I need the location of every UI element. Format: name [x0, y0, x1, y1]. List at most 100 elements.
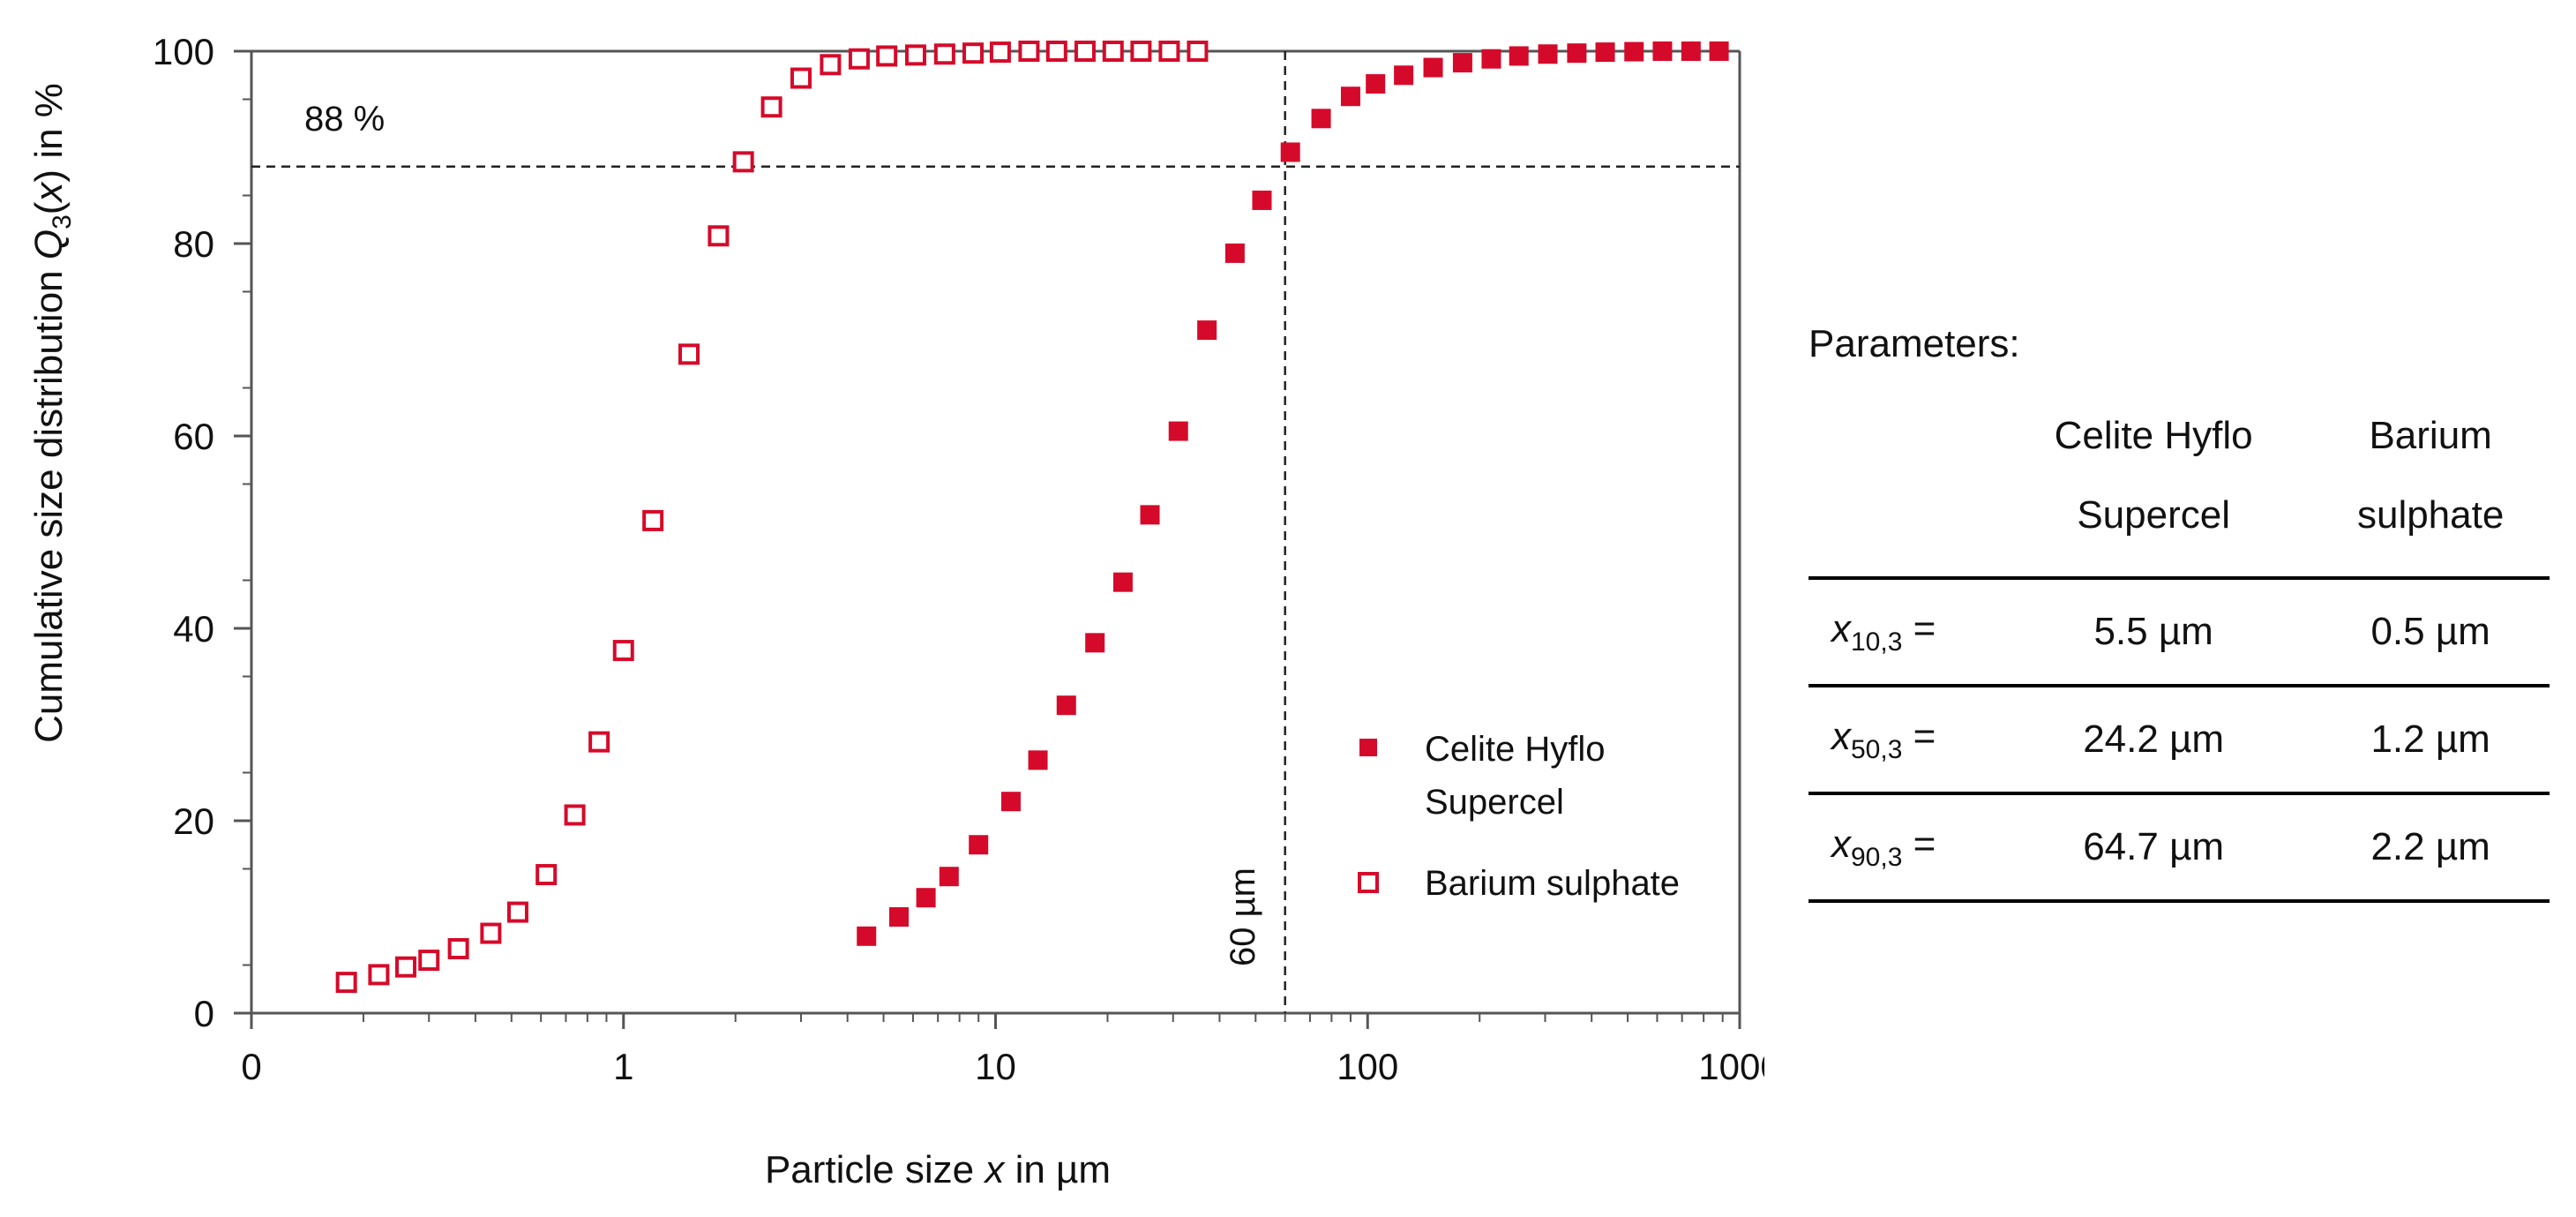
y-tick-label: 100 [153, 31, 214, 72]
series-barium [335, 41, 1209, 994]
data-point [732, 151, 754, 173]
data-point [708, 225, 730, 247]
series-celite [857, 41, 1729, 946]
data-point [1624, 41, 1644, 62]
parameters-header-row: Celite Hyflo Supercel Barium sulphate [1808, 375, 2550, 578]
data-point [335, 972, 357, 994]
data-marks [335, 41, 1729, 994]
x-tick-label: 10 [975, 1046, 1016, 1087]
label-60-um: 60 µm [1224, 868, 1262, 966]
data-point [1028, 750, 1048, 770]
data-point [1130, 41, 1152, 62]
legend-label-celite-line1: Celite Hyflo [1425, 730, 1606, 769]
data-point [447, 937, 469, 959]
data-point [1481, 49, 1501, 69]
reference-lines [251, 51, 1740, 1013]
data-point [1102, 41, 1124, 62]
parameters-title: Parameters: [1808, 322, 2020, 365]
data-point [1595, 42, 1615, 63]
data-point [1452, 53, 1472, 73]
data-point [1340, 86, 1360, 107]
parameter-value-celite: 5.5 µm [2093, 610, 2213, 653]
data-point [1252, 190, 1272, 210]
header-celite: Celite Hyflo Supercel [2054, 414, 2253, 537]
parameter-label: x50,3 = [1831, 714, 1936, 764]
data-point [1538, 44, 1558, 64]
data-point [876, 45, 898, 67]
x-tick-label: 100 [1337, 1046, 1398, 1087]
data-point [1085, 633, 1105, 653]
data-point [1056, 695, 1076, 716]
y-axis-title: Cumulative size distribution Q3(x) in % [27, 83, 77, 743]
y-tick-label: 40 [173, 608, 214, 650]
y-tick-label: 0 [194, 993, 214, 1034]
data-point [368, 964, 390, 986]
data-point [1168, 421, 1188, 441]
y-tick-label: 60 [173, 416, 214, 457]
data-point [1681, 41, 1701, 61]
legend: Celite Hyflo Supercel Barium sulphate [1358, 730, 1680, 903]
parameter-value-celite: 64.7 µm [2083, 825, 2225, 868]
parameter-label: x90,3 = [1831, 822, 1936, 872]
data-point [1709, 41, 1729, 61]
data-point [1423, 57, 1443, 78]
data-point [1311, 109, 1331, 129]
data-point [1018, 41, 1040, 62]
data-point [588, 731, 610, 753]
header-empty [1808, 375, 1996, 578]
data-point [1280, 142, 1300, 162]
data-point [1652, 41, 1673, 61]
data-point [848, 48, 870, 70]
data-point [1000, 792, 1021, 812]
data-point [678, 343, 700, 365]
label-88-percent: 88 % [304, 100, 385, 139]
data-point [820, 54, 842, 76]
parameter-label: x10,3 = [1831, 606, 1936, 657]
x-tick-label: 0 [241, 1046, 261, 1087]
parameter-row: x90,3 = 64.7 µm 2.2 µm [1808, 793, 2550, 901]
data-point [1224, 243, 1245, 263]
data-point [1140, 505, 1160, 525]
parameter-value-celite: 24.2 µm [2083, 717, 2225, 761]
data-point [1045, 41, 1067, 62]
data-point [564, 804, 586, 826]
data-point [857, 926, 877, 946]
data-point [904, 44, 926, 66]
data-point [480, 922, 502, 944]
data-point [939, 867, 959, 887]
parameter-value-barium: 0.5 µm [2370, 610, 2490, 653]
parameter-row: x50,3 = 24.2 µm 1.2 µm [1808, 686, 2550, 793]
data-point [790, 67, 812, 89]
data-point [760, 96, 783, 118]
parameter-value-barium: 2.2 µm [2370, 825, 2490, 868]
data-point [969, 835, 989, 855]
data-point [1366, 74, 1386, 94]
data-point [395, 956, 417, 978]
data-point [888, 907, 909, 927]
data-point [1187, 41, 1209, 62]
data-point [1394, 65, 1414, 86]
parameters-table: Celite Hyflo Supercel Barium sulphate x1… [1808, 375, 2550, 903]
data-point [1567, 43, 1587, 64]
x-axis-title: Particle size x in µm [765, 1148, 1111, 1191]
data-point [933, 43, 955, 65]
legend-label-celite-line2: Supercel [1425, 783, 1564, 822]
x-tick-label: 1 [613, 1046, 633, 1087]
legend-marker-barium [1358, 872, 1379, 893]
data-point [1197, 320, 1217, 341]
psd-chart: 02040608010001101001000 Cumulative size … [27, 31, 1764, 1191]
data-point [916, 888, 936, 908]
data-point [506, 901, 528, 923]
parameters-panel: Parameters: Celite Hyflo Supercel Barium… [1808, 322, 2550, 903]
axes: 02040608010001101001000 [153, 31, 1764, 1087]
legend-label-barium: Barium sulphate [1425, 864, 1680, 903]
data-point [418, 950, 440, 972]
data-point [1509, 46, 1529, 66]
data-point [989, 41, 1011, 64]
data-point [612, 640, 634, 662]
y-tick-label: 80 [173, 223, 214, 265]
header-barium: Barium sulphate [2356, 414, 2505, 537]
data-point [1112, 572, 1133, 592]
data-point [642, 509, 664, 531]
